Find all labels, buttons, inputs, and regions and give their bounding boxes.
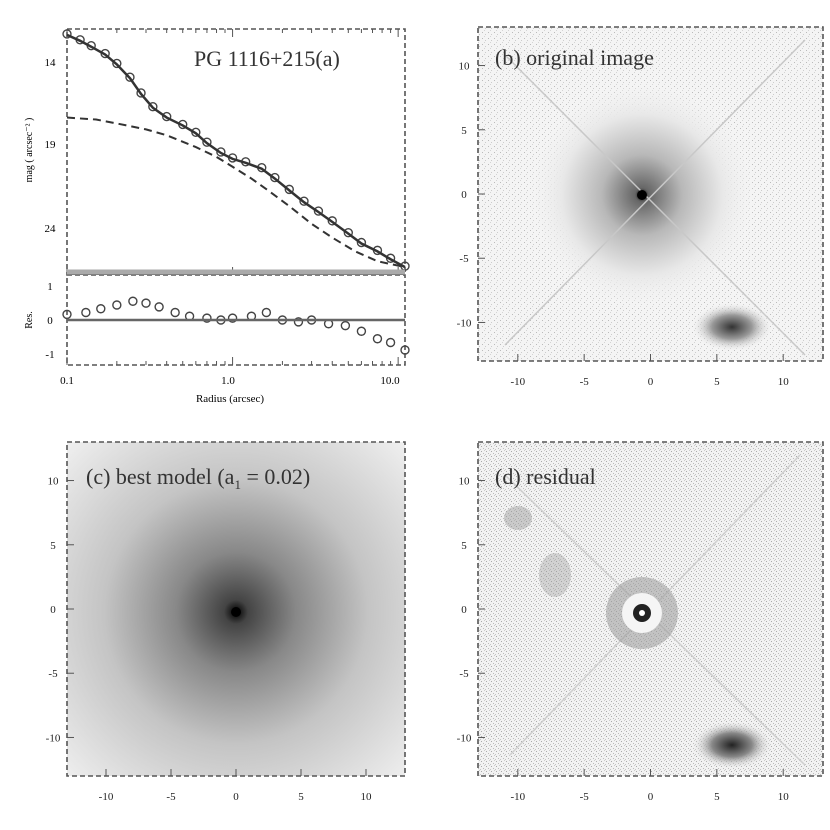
ytick-bottom-0: 1 <box>47 281 53 293</box>
profile-point <box>356 237 367 248</box>
x-tick-label: 0 <box>648 791 654 803</box>
diffraction-spike <box>504 39 806 346</box>
y-tick-label: 10 <box>48 476 60 488</box>
panel-b-title: (b) original image <box>495 45 654 70</box>
residual-point <box>141 298 151 308</box>
profile-point <box>299 196 309 206</box>
residual-point <box>385 337 396 348</box>
y-tick-label: 5 <box>50 540 56 552</box>
residual-point <box>227 313 238 323</box>
x-tick-label: -5 <box>580 376 590 388</box>
profile-point <box>327 216 337 226</box>
xtick-2: 10.0 <box>380 375 400 387</box>
profile-point <box>284 184 294 195</box>
model-core <box>231 607 241 617</box>
xtick-1: 1.0 <box>221 375 235 387</box>
residual-point <box>400 345 410 355</box>
x-tick-label: 5 <box>298 791 304 803</box>
y-tick-label: -5 <box>459 668 469 680</box>
patch-residual <box>504 506 532 530</box>
profile-point <box>136 88 146 98</box>
x-axis-label: Radius (arcsec) <box>196 393 264 405</box>
ytick-top-0: 14 <box>45 57 57 69</box>
panel-c-model: (c) best model (a1 = 0.02) -10 -5 0 5 10 10 5 0… <box>46 441 406 803</box>
companion-galaxy <box>692 303 772 351</box>
x-tick-label: -5 <box>166 791 176 803</box>
residual-point <box>62 309 72 320</box>
x-tick-label: 0 <box>233 791 239 803</box>
profile-point <box>202 137 212 147</box>
panel-c-title: (c) best model (a1 = 0.02) <box>86 464 310 492</box>
residual-point <box>112 300 122 310</box>
y-tick-label: -10 <box>46 732 61 744</box>
panel-a-title: PG 1116+215(a) <box>194 46 340 71</box>
y-axis-label-top: mag ( arcsec⁻² ) <box>24 118 35 183</box>
xtick-0: 0.1 <box>60 375 74 387</box>
diffraction-spike <box>504 54 806 356</box>
y-tick-label: -5 <box>48 668 58 680</box>
y-axis-label-bottom: Res. <box>24 311 35 329</box>
residual-point <box>372 334 383 344</box>
profile-point <box>62 29 72 39</box>
residual-point <box>356 326 367 336</box>
residual-point <box>170 307 180 318</box>
ytick-bottom-1: 0 <box>47 315 53 327</box>
x-tick-label: 0 <box>648 376 654 388</box>
x-tick-label: 10 <box>778 791 790 803</box>
core-residual-hole <box>639 610 645 616</box>
panel-b-ticks: -10 -5 0 5 10 10 5 0 -5 -10 <box>457 61 790 388</box>
y-tick-label: 10 <box>459 61 471 73</box>
panel-d-ticks: -10 -5 0 5 10 10 5 0 -5 -10 <box>457 476 790 803</box>
residual-point <box>261 307 272 318</box>
profile-point <box>161 111 172 122</box>
ytick-top-1: 19 <box>45 139 57 151</box>
bright-core <box>637 190 647 200</box>
y-tick-label: 5 <box>461 125 467 137</box>
residual-point <box>202 313 212 323</box>
model-total-line <box>66 33 406 269</box>
x-tick-label: -10 <box>510 376 525 388</box>
patch-residual <box>539 553 571 597</box>
residual-point <box>128 296 138 306</box>
y-tick-label: -10 <box>457 732 472 744</box>
x-tick-label: 10 <box>361 791 373 803</box>
profile-point <box>125 72 135 82</box>
x-tick-label: 10 <box>778 376 790 388</box>
profile-point <box>216 147 226 157</box>
profile-point <box>343 227 354 238</box>
y-tick-label: -5 <box>459 253 469 265</box>
ytick-bottom-2: -1 <box>45 349 54 361</box>
x-tick-label: -5 <box>580 791 590 803</box>
panel-b-original-image: (b) original image -10 -5 0 5 10 10 5 0 -5 -10 <box>457 26 824 388</box>
residual-point <box>81 307 91 318</box>
residual-point <box>96 304 106 314</box>
residual-point <box>340 320 351 331</box>
x-tick-label: 5 <box>714 376 720 388</box>
x-tick-label: -10 <box>510 791 525 803</box>
ytick-top-2: 24 <box>45 223 57 235</box>
profile-point <box>148 102 158 112</box>
profile-point <box>112 58 122 69</box>
panel-c-ticks: -10 -5 0 5 10 10 5 0 -5 -10 <box>46 476 372 803</box>
x-tick-label: 5 <box>714 791 720 803</box>
residual-point <box>293 317 304 327</box>
y-tick-label: 0 <box>461 604 467 616</box>
companion-galaxy <box>692 721 772 769</box>
panel-a-profile: PG 1116+215(a) 14 19 24 1 0 -1 0.1 1.0 1… <box>24 28 410 405</box>
y-tick-label: -10 <box>457 317 472 329</box>
y-tick-label: 0 <box>50 604 56 616</box>
x-tick-label: -10 <box>99 791 114 803</box>
panel-d-title: (d) residual <box>495 464 596 489</box>
residual-point <box>154 302 164 312</box>
y-tick-label: 10 <box>459 476 471 488</box>
y-tick-label: 5 <box>461 540 467 552</box>
y-tick-label: 0 <box>461 189 467 201</box>
model-component-line <box>66 116 406 269</box>
profile-point <box>313 206 324 216</box>
profile-point <box>270 172 280 183</box>
panel-d-residual: (d) residual -10 -5 0 5 10 10 5 0 -5 -10 <box>457 441 824 803</box>
